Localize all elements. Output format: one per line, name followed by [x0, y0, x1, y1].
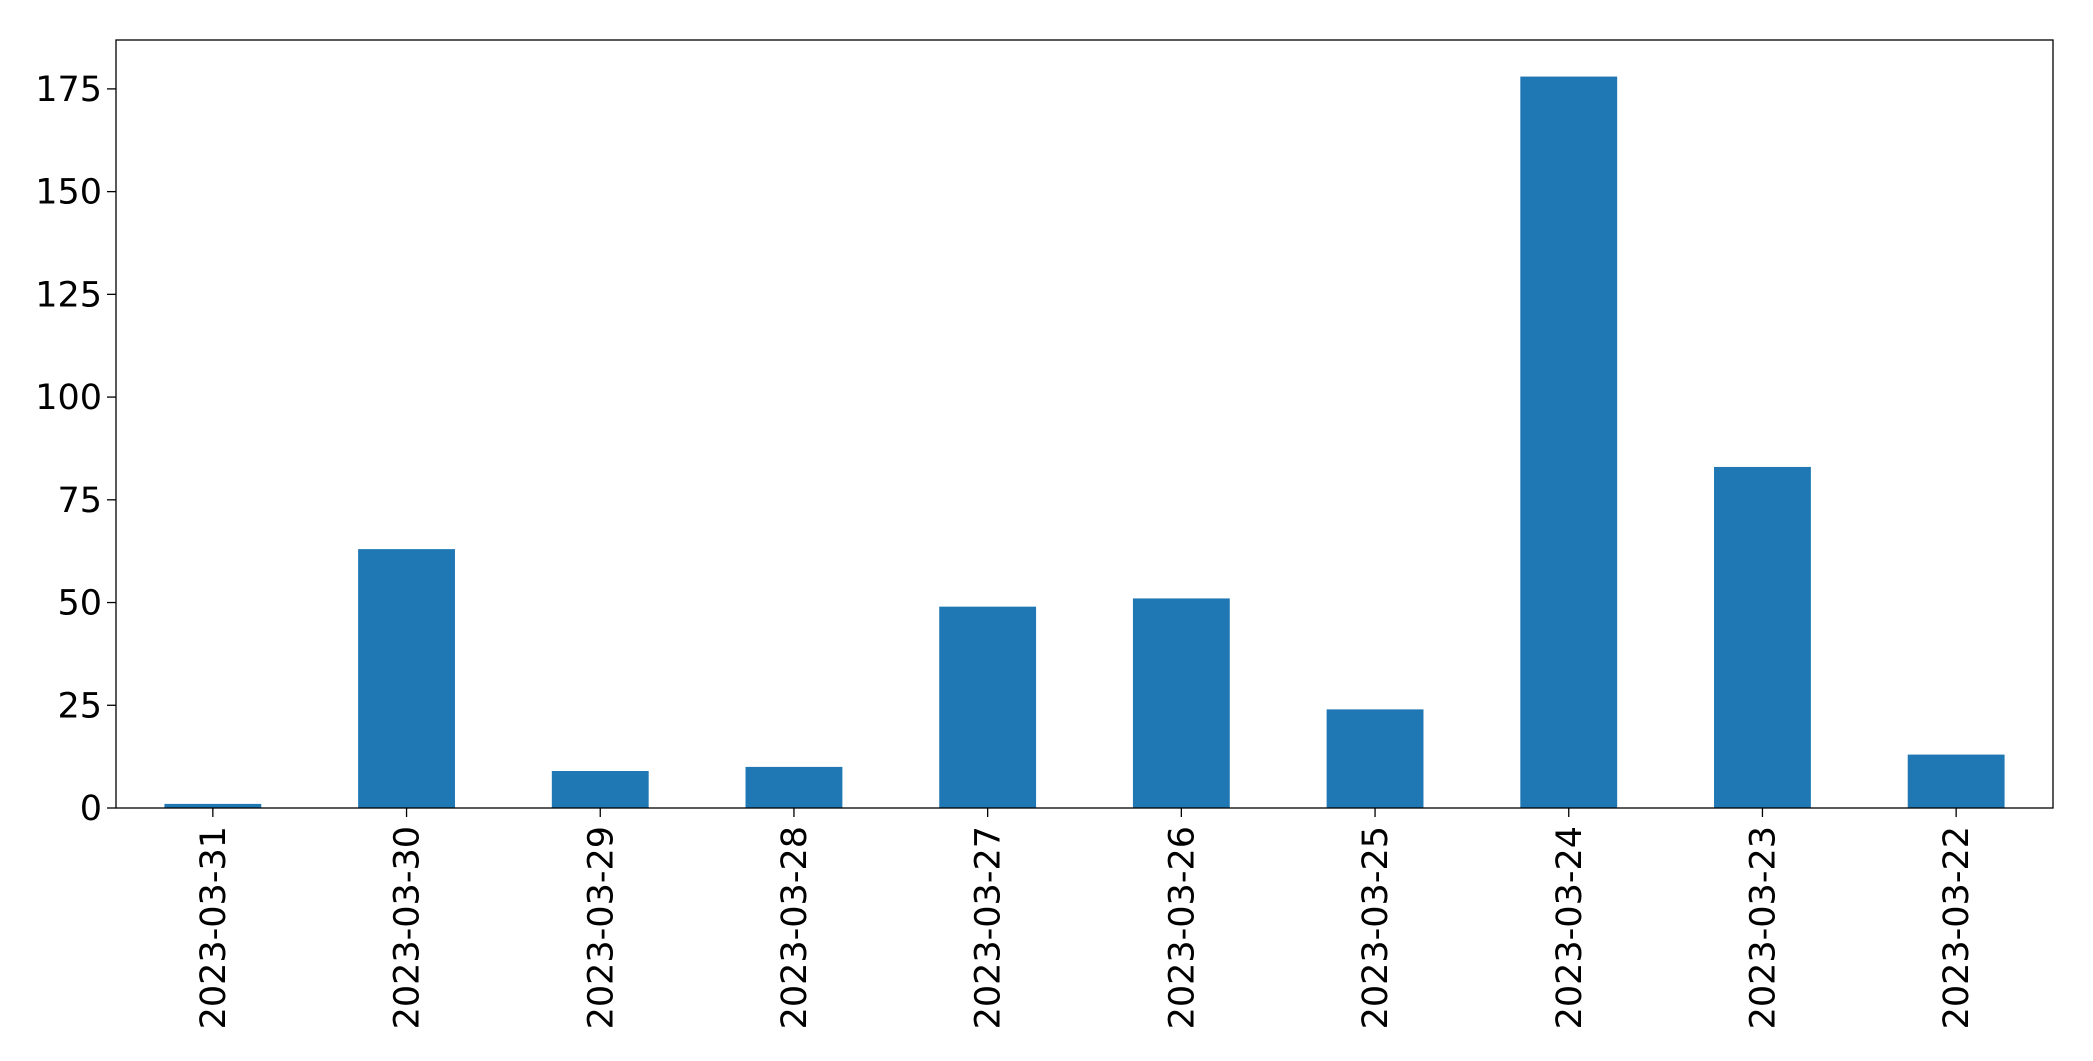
x-tick-label: 2023-03-26	[1162, 826, 1202, 1029]
x-tick-label: 2023-03-23	[1743, 826, 1783, 1029]
y-tick-label: 150	[35, 173, 102, 213]
y-tick-label: 75	[57, 481, 102, 521]
bar	[939, 606, 1037, 808]
x-tick-label: 2023-03-24	[1550, 826, 1590, 1029]
plot-frame	[115, 39, 2054, 809]
y-tick-label: 125	[35, 275, 102, 315]
x-tick-label: 2023-03-28	[775, 826, 815, 1029]
bar	[551, 771, 649, 808]
y-tick-label: 0	[80, 789, 102, 829]
y-tick-label: 175	[35, 70, 102, 110]
bar	[1714, 466, 1811, 808]
x-tick-label: 2023-03-25	[1356, 826, 1396, 1029]
x-tick-label: 2023-03-22	[1937, 826, 1977, 1029]
x-tick-label: 2023-03-29	[581, 826, 621, 1029]
x-tick-label: 2023-03-27	[969, 826, 1009, 1029]
bar	[1326, 709, 1424, 808]
bar	[1907, 754, 2005, 808]
y-tick-label: 50	[57, 584, 102, 624]
bar	[1132, 598, 1230, 808]
bar	[745, 766, 843, 808]
x-tick-label: 2023-03-31	[194, 826, 234, 1029]
y-tick-label: 100	[35, 378, 102, 418]
bar	[358, 549, 455, 808]
bar	[1520, 76, 1618, 809]
y-tick-label: 25	[57, 686, 102, 726]
x-tick-label: 2023-03-30	[388, 826, 428, 1029]
bar	[164, 803, 262, 808]
